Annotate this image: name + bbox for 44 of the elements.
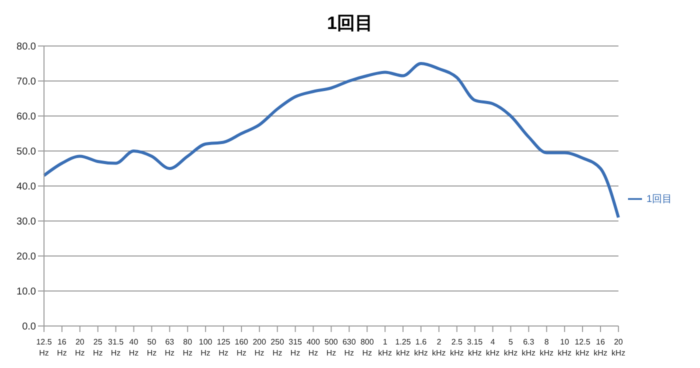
x-tick-label: 4 kHz: [486, 337, 500, 358]
x-tick-label: 500 Hz: [324, 337, 338, 358]
y-tick-label: 60.0: [16, 112, 36, 123]
y-tick-label: 80.0: [16, 42, 36, 53]
x-tick-label: 2 kHz: [432, 337, 446, 358]
x-tick-label: 3.15 kHz: [467, 337, 484, 358]
x-tick-label: 12.5 Hz: [36, 337, 52, 358]
x-tick-label: 16 Hz: [57, 337, 67, 358]
legend-label: 1回目: [646, 194, 672, 205]
x-tick-label: 800 Hz: [360, 337, 374, 358]
x-tick-label: 250 Hz: [270, 337, 285, 358]
x-tick-label: 2.5 kHz: [450, 337, 464, 358]
x-tick-label: 20 kHz: [612, 337, 626, 358]
x-tick-label: 10 kHz: [558, 337, 572, 358]
x-tick-label: 1 kHz: [378, 337, 392, 358]
x-tick-label: 63 Hz: [164, 337, 175, 358]
x-tick-label: 630 Hz: [342, 337, 356, 358]
x-tick-label: 400 Hz: [306, 337, 320, 358]
y-tick-label: 0.0: [22, 322, 36, 333]
x-tick-label: 6.3 kHz: [522, 337, 536, 358]
x-tick-label: 20 Hz: [75, 337, 85, 358]
x-tick-label: 50 Hz: [146, 337, 157, 358]
x-tick-label: 5 kHz: [504, 337, 518, 358]
x-tick-label: 80 Hz: [182, 337, 193, 358]
y-tick-label: 10.0: [16, 286, 36, 298]
x-tick-label: 1.25 kHz: [395, 337, 412, 358]
x-tick-label: 40 Hz: [128, 337, 139, 358]
y-tick-label: 40.0: [16, 182, 36, 193]
y-tick-label: 70.0: [16, 76, 36, 88]
x-tick-label: 1.6 kHz: [414, 337, 428, 358]
x-tick-label: 160 Hz: [234, 337, 249, 358]
x-tick-label: 125 Hz: [216, 337, 231, 358]
x-tick-label: 16 kHz: [594, 337, 608, 358]
x-tick-label: 12.5 kHz: [574, 337, 591, 358]
y-tick-label: 30.0: [16, 216, 36, 228]
x-tick-label: 100 Hz: [198, 337, 213, 358]
x-tick-label: 8 kHz: [540, 337, 554, 358]
y-tick-label: 50.0: [16, 146, 36, 158]
x-tick-label: 200 Hz: [252, 337, 267, 358]
y-tick-label: 20.0: [16, 252, 36, 263]
x-tick-label: 315 Hz: [288, 337, 303, 358]
chart-title: 1回目: [326, 12, 374, 35]
x-tick-label: 25 Hz: [92, 337, 103, 358]
x-tick-label: 31.5 Hz: [108, 337, 124, 358]
